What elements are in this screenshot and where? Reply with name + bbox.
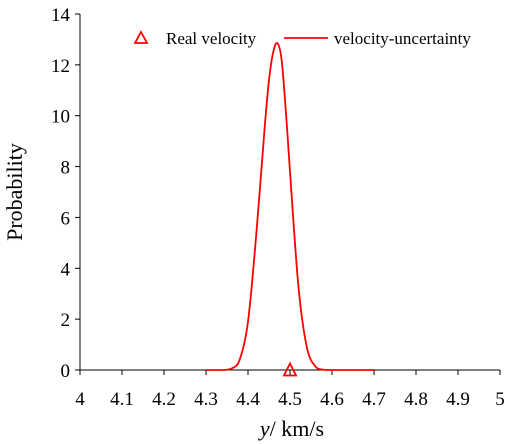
- legend-label-velocity-uncertainty: velocity-uncertainty: [334, 29, 471, 48]
- y-axis-label: Probability: [2, 143, 27, 241]
- legend-marker-real-velocity: [133, 30, 149, 44]
- x-tick-label: 4.9: [446, 389, 470, 410]
- x-tick-label: 4: [75, 389, 85, 410]
- x-tick-label: 4.7: [362, 389, 386, 410]
- x-tick-label: 4.5: [278, 389, 302, 410]
- series-line-velocity-uncertainty: [205, 42, 374, 371]
- x-tick-label: 4.1: [110, 389, 134, 410]
- x-tick-label: 4.3: [194, 389, 218, 410]
- x-tick-label: 4.6: [320, 389, 344, 410]
- y-tick-label: 12: [51, 56, 70, 77]
- y-tick-label: 2: [61, 310, 71, 331]
- x-ticks: 4 4.1 4.2 4.3 4.4 4.5 4.6 4.7 4.8 4.9 5: [75, 370, 505, 410]
- y-tick-label: 4: [61, 259, 71, 280]
- x-tick-label: 5: [495, 389, 505, 410]
- y-tick-label: 0: [61, 361, 71, 382]
- y-tick-label: 6: [61, 208, 71, 229]
- legend: Real velocity velocity-uncertainty: [133, 29, 471, 48]
- y-tick-label: 10: [51, 107, 70, 128]
- series-layer: [205, 42, 374, 377]
- x-tick-label: 4.8: [404, 389, 428, 410]
- y-tick-label: 8: [61, 158, 71, 179]
- x-tick-label: 4.2: [152, 389, 176, 410]
- y-tick-label: 14: [51, 5, 71, 26]
- plot-area: 0 2 4 6 8 10 12 14 4 4.1 4.2 4.3 4.4 4.5 4.6 4.7 4.8 4.9…: [51, 5, 505, 410]
- data-point-real-velocity: [282, 361, 298, 377]
- y-ticks: 0 2 4 6 8 10 12 14: [51, 5, 80, 382]
- x-axis-label: y/ km/s: [258, 416, 324, 441]
- legend-label-real-velocity: Real velocity: [166, 29, 257, 48]
- x-tick-label: 4.4: [236, 389, 260, 410]
